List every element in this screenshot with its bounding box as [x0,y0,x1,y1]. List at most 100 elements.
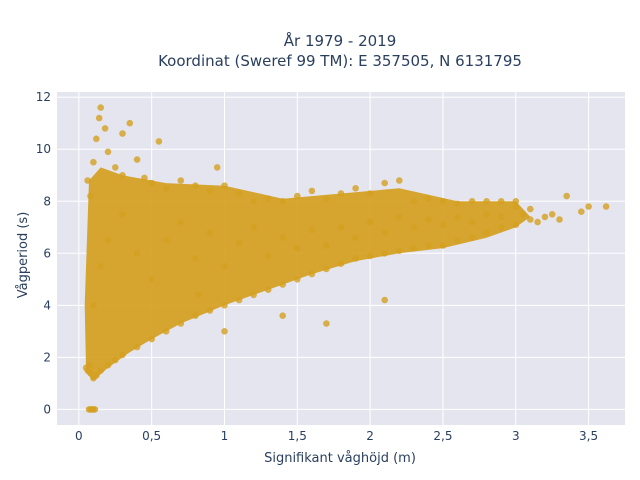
x-tick-label: 0,5 [142,429,161,443]
data-point [323,265,330,273]
data-point [454,237,461,244]
data-point [279,234,287,241]
x-tick-label: 2,5 [433,429,452,443]
data-point [119,351,126,359]
data-point [308,187,316,195]
data-points [82,104,610,413]
data-point [483,211,490,218]
data-point [126,119,134,127]
data-point [177,177,185,184]
data-point [366,252,374,260]
data-point [512,221,520,228]
data-point [101,125,109,132]
x-tick-label: 3 [512,429,520,443]
data-point [381,179,389,187]
data-point [439,242,447,249]
data-point [323,320,330,327]
data-point [90,158,97,166]
data-point [112,164,119,171]
data-point [148,335,155,343]
data-point [148,276,155,283]
data-point [84,177,91,184]
data-point [192,312,199,320]
data-point [87,192,94,200]
data-point [133,250,141,257]
data-point [91,406,99,413]
y-tick-label: 6 [43,246,51,260]
x-tick-label: 1,5 [288,429,307,443]
y-axis-ticks: 0 2 4 6 8 10 12 [36,90,51,416]
data-point [235,239,243,247]
data-point [366,218,374,226]
data-point [548,211,556,218]
data-point [497,224,505,231]
data-point [87,369,94,377]
data-point [425,216,432,223]
data-point [279,198,287,205]
point-cloud-density [84,167,531,381]
data-point [235,296,243,304]
data-point [192,255,199,262]
data-point [195,291,202,299]
data-point [162,237,170,244]
data-point [527,205,534,213]
data-point [381,250,389,257]
data-point [410,244,418,252]
y-tick-label: 2 [43,350,51,364]
data-point [119,172,126,179]
data-point [439,221,447,228]
data-point [250,198,257,205]
data-point [93,372,100,379]
data-point [425,242,432,249]
data-point [556,216,563,223]
data-point [425,195,432,202]
data-point [468,218,476,226]
chart-title: År 1979 - 2019 [284,31,397,50]
y-axis-title: Vågperiod (s) [16,212,31,299]
data-point [235,190,243,197]
y-tick-label: 0 [43,402,51,416]
data-point [148,179,155,187]
data-point [308,226,316,234]
y-tick-label: 10 [36,142,51,156]
data-point [141,174,148,182]
data-point [366,190,374,197]
data-point [133,343,141,351]
data-point [213,164,221,171]
x-tick-label: 0 [75,429,83,443]
data-point [119,130,126,137]
data-point [250,224,257,231]
data-point [133,156,141,163]
data-point [264,195,272,202]
data-point [85,361,93,369]
data-point [294,244,301,252]
gridlines [57,92,625,425]
data-point [279,312,287,320]
data-point [454,200,461,208]
x-axis-title: Signifikant våghöjd (m) [264,451,416,466]
data-point [90,302,97,309]
data-point [352,185,359,192]
data-point [250,291,257,299]
data-point [337,260,345,268]
data-point [527,216,534,223]
data-point [410,224,418,231]
data-point [381,229,389,236]
data-point [541,213,549,221]
data-point [468,234,476,241]
data-point [337,224,345,231]
data-point [221,182,228,189]
data-point [155,138,163,145]
data-point [323,242,330,249]
data-point [93,135,100,143]
data-point [112,356,119,364]
data-point [264,286,272,294]
x-axis-ticks: 0 0,5 1 1,5 2 2,5 3 3,5 [75,429,598,443]
data-point [294,192,301,200]
data-point [468,198,476,205]
data-point [95,114,103,122]
data-point [162,328,170,335]
data-point [381,296,389,304]
data-point [563,192,570,200]
